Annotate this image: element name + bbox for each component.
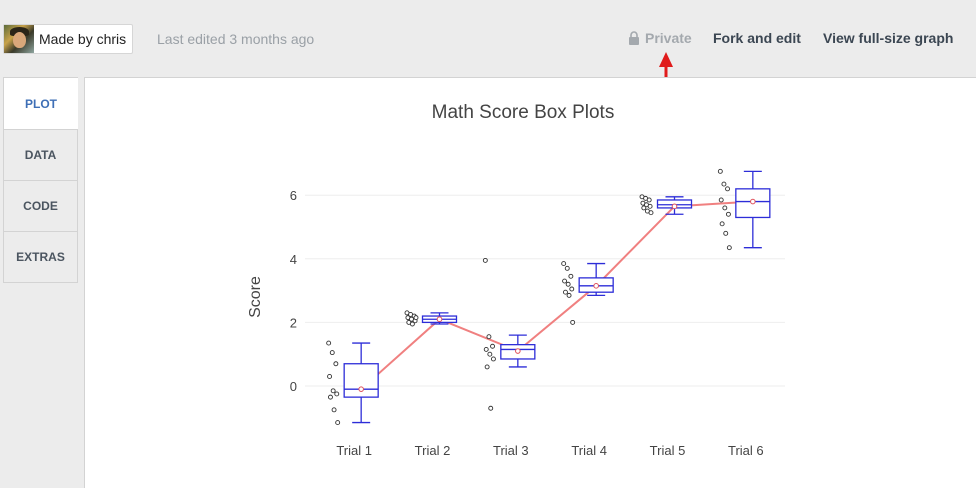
outlier-point [647,203,653,209]
y-axis-label: Score [247,276,264,318]
outlier-point [490,343,495,349]
tab-data[interactable]: DATA [3,130,78,181]
outlier-point [328,394,333,400]
y-tick-label: 0 [290,379,297,394]
outlier-point [717,168,723,174]
outlier-point [570,319,576,325]
outlier-point [482,257,488,263]
mean-marker [593,283,599,289]
tab-label: DATA [24,148,57,162]
box-layer [326,168,771,426]
outlier-point [329,350,335,356]
author-label[interactable]: Made by chris [39,31,127,47]
outlier-point [483,346,489,352]
tab-label: PLOT [25,96,57,111]
outlier-point [725,186,730,192]
x-tick-label: Trial 2 [415,443,451,458]
mean-layer [360,200,753,390]
plot-panel: Math Score Box Plots Score 0 2 4 6 Trial 1 Tr… [84,77,976,488]
outlier-point [413,315,419,321]
grid-layer [305,194,785,387]
mean-marker [358,386,364,392]
outlier-point [335,420,341,426]
box-group [717,168,771,251]
outlier-point [484,364,490,370]
outlier-point [648,210,654,216]
privacy-label: Private [645,30,692,46]
box-group [482,257,536,411]
box-group [326,340,379,426]
tab-extras[interactable]: EXTRAS [3,232,78,283]
outlier-point [562,278,568,284]
outlier-point [333,361,339,367]
outlier-point [722,205,728,211]
box-group [639,194,693,216]
privacy-toggle[interactable]: Private [628,30,692,46]
author-badge[interactable]: Made by chris [3,24,134,54]
tab-label: EXTRAS [16,250,65,264]
outlier-point [718,197,724,203]
outlier-point [327,374,333,379]
view-full-size-link[interactable]: View full-size graph [823,30,954,46]
outlier-point [331,407,337,413]
top-bar: Made by chris Last edited 3 months ago P… [0,0,976,78]
x-tick-label: Trial 3 [493,443,529,458]
chart-title: Math Score Box Plots [432,102,615,123]
sidebar-tabs: PLOT DATA CODE EXTRAS [3,77,78,283]
y-tick-label: 6 [290,188,297,203]
mean-marker [515,348,521,354]
outlier-point [490,356,496,362]
box-plot-chart: Math Score Box Plots Score 0 2 4 6 Trial 1 Tr… [247,102,785,458]
outlier-point [486,334,492,340]
x-tick-label: Trial 6 [728,443,764,458]
last-edited-text: Last edited 3 months ago [157,31,315,47]
outlier-point [566,292,572,298]
outlier-point [488,405,494,411]
outlier-point [721,181,727,187]
outlier-point [561,261,567,267]
outlier-point [334,391,340,397]
x-tick-label: Trial 5 [650,443,686,458]
outlier-point [641,205,647,211]
outlier-point [564,265,570,271]
outlier-point [725,211,731,217]
outlier-point [568,273,574,279]
mean-line [360,200,753,390]
outlier-point [726,245,732,251]
outlier-point [565,281,571,287]
y-tick-label: 2 [290,315,297,330]
outlier-point [330,388,336,394]
fork-and-edit-link[interactable]: Fork and edit [713,30,801,46]
x-tick-label: Trial 1 [336,443,372,458]
mean-marker [671,203,678,210]
outlier-point [723,230,729,236]
outlier-point [326,340,332,346]
outlier-point [487,351,493,357]
outlier-point [719,221,725,227]
mean-marker [436,316,443,323]
mean-marker [750,198,756,205]
y-tick-label: 4 [290,252,297,267]
tick-layer: 0 2 4 6 Trial 1 Trial 2 Trial 3 Trial 4 Trial 5 T… [290,188,764,458]
x-tick-label: Trial 4 [571,443,607,458]
tab-plot[interactable]: PLOT [3,77,78,130]
outlier-point [569,286,575,292]
lock-icon [629,31,639,45]
tab-label: CODE [23,199,58,213]
box-body [343,363,379,398]
avatar [4,25,34,53]
outlier-point [409,321,415,327]
outlier-point [646,197,652,203]
tab-code[interactable]: CODE [3,181,78,232]
outlier-point [563,289,568,295]
